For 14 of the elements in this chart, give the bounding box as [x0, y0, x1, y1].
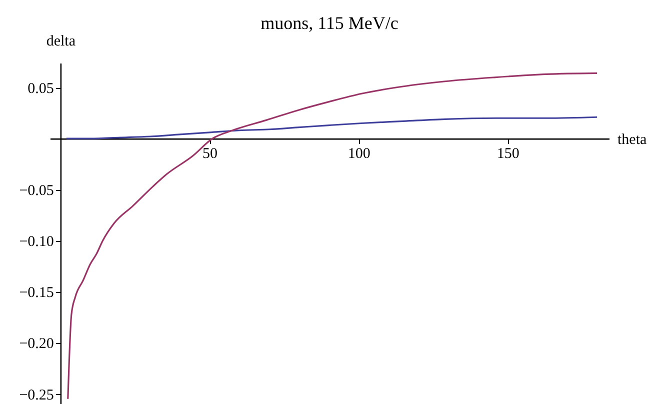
chart-title: muons, 115 MeV/c: [260, 13, 398, 33]
y-tick-label: −0.05: [19, 183, 54, 200]
line-series: [67, 72, 598, 400]
line-series: [66, 116, 598, 140]
y-tick-label: −0.15: [19, 285, 54, 302]
y-tick-label: 0.05: [28, 81, 54, 98]
y-tick-label: −0.10: [19, 234, 54, 250]
x-tick-label: 150: [496, 146, 520, 162]
x-axis-title: theta: [618, 132, 647, 148]
y-axis-title: delta: [46, 34, 76, 50]
x-tick-label: 100: [348, 146, 370, 162]
y-tick-label: −0.20: [19, 336, 54, 352]
y-tick-label: −0.25: [19, 387, 54, 404]
x-tick-label: 50: [202, 146, 218, 162]
